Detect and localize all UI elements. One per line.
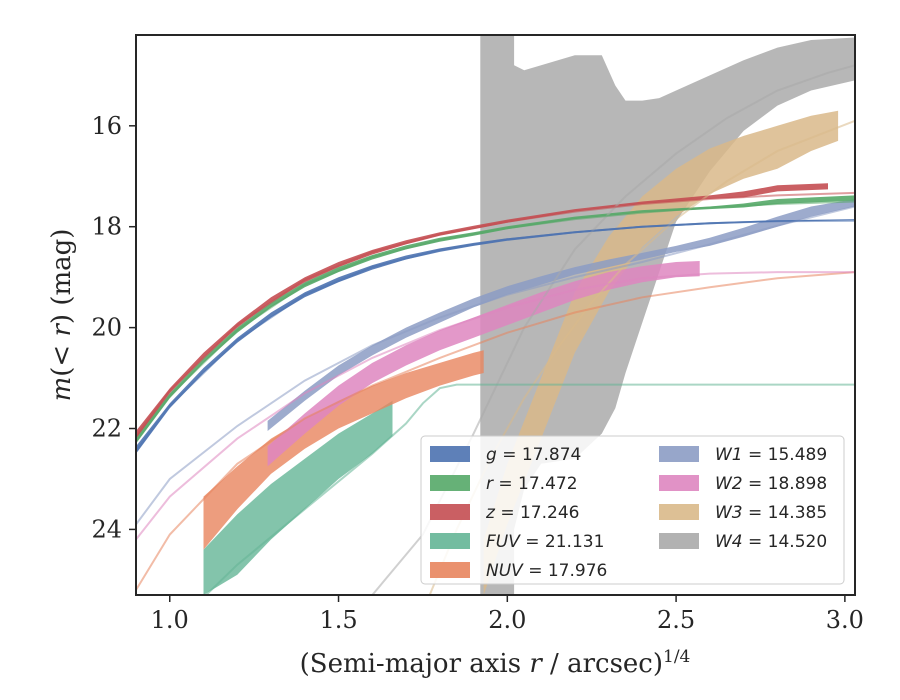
- model-curve-w2: [136, 271, 855, 541]
- x-tick-label: 3.0: [826, 606, 864, 634]
- legend-swatch-nuv: [430, 562, 470, 578]
- y-axis-label: m(< r) (mag): [47, 229, 77, 402]
- model-curve-z: [136, 191, 855, 437]
- y-tick-label: 16: [91, 112, 122, 140]
- legend-label-w2: W2 = 18.898: [715, 474, 827, 494]
- legend-swatch-w4: [659, 533, 699, 549]
- legend-label-nuv: NUV = 17.976: [486, 561, 607, 581]
- x-axis-label: (Semi-major axis r / arcsec)1/4: [300, 647, 691, 679]
- legend-label-z: z = 17.246: [485, 503, 579, 523]
- model-curve-nuv: [136, 271, 855, 591]
- y-tick-label: 24: [91, 515, 122, 543]
- x-tick-label: 1.5: [319, 606, 357, 634]
- model-curve-w1: [136, 205, 855, 525]
- model-curve-fuv: [204, 383, 855, 595]
- legend-swatch-g: [430, 446, 470, 462]
- y-tick-label: 18: [91, 213, 122, 241]
- legend-box: [420, 435, 845, 585]
- legend-label-w1: W1 = 15.489: [715, 445, 827, 465]
- axis-ticks: 1.0 1.5 2.0 2.5 3.0 16 18 20 22 24: [91, 112, 864, 634]
- y-tick-label: 20: [91, 314, 122, 342]
- legend-label-r: r = 17.472: [486, 474, 578, 494]
- legend-label-w3: W3 = 14.385: [715, 503, 827, 523]
- x-tick-label: 1.0: [151, 606, 189, 634]
- x-tick-label: 2.5: [657, 606, 695, 634]
- y-tick-label: 22: [91, 415, 122, 443]
- legend-label-w4: W4 = 14.520: [715, 532, 827, 552]
- legend-swatch-w3: [659, 504, 699, 520]
- band-fuv: [203, 400, 393, 595]
- axes-frame: [135, 34, 856, 596]
- legend-swatch-z: [430, 504, 470, 520]
- legend-swatch-w1: [659, 446, 699, 462]
- legend-swatch-fuv: [430, 533, 470, 549]
- legend: g = 17.874 r = 17.472 z = 17.246 FUV = 21.1…: [420, 435, 845, 585]
- legend-label-g: g = 17.874: [486, 445, 581, 465]
- legend-swatch-r: [430, 475, 470, 491]
- legend-label-fuv: FUV = 21.131: [486, 532, 604, 552]
- x-tick-label: 2.0: [488, 606, 526, 634]
- model-curve-g: [136, 219, 855, 452]
- legend-swatch-w2: [659, 475, 699, 491]
- model-curve-r: [136, 200, 855, 442]
